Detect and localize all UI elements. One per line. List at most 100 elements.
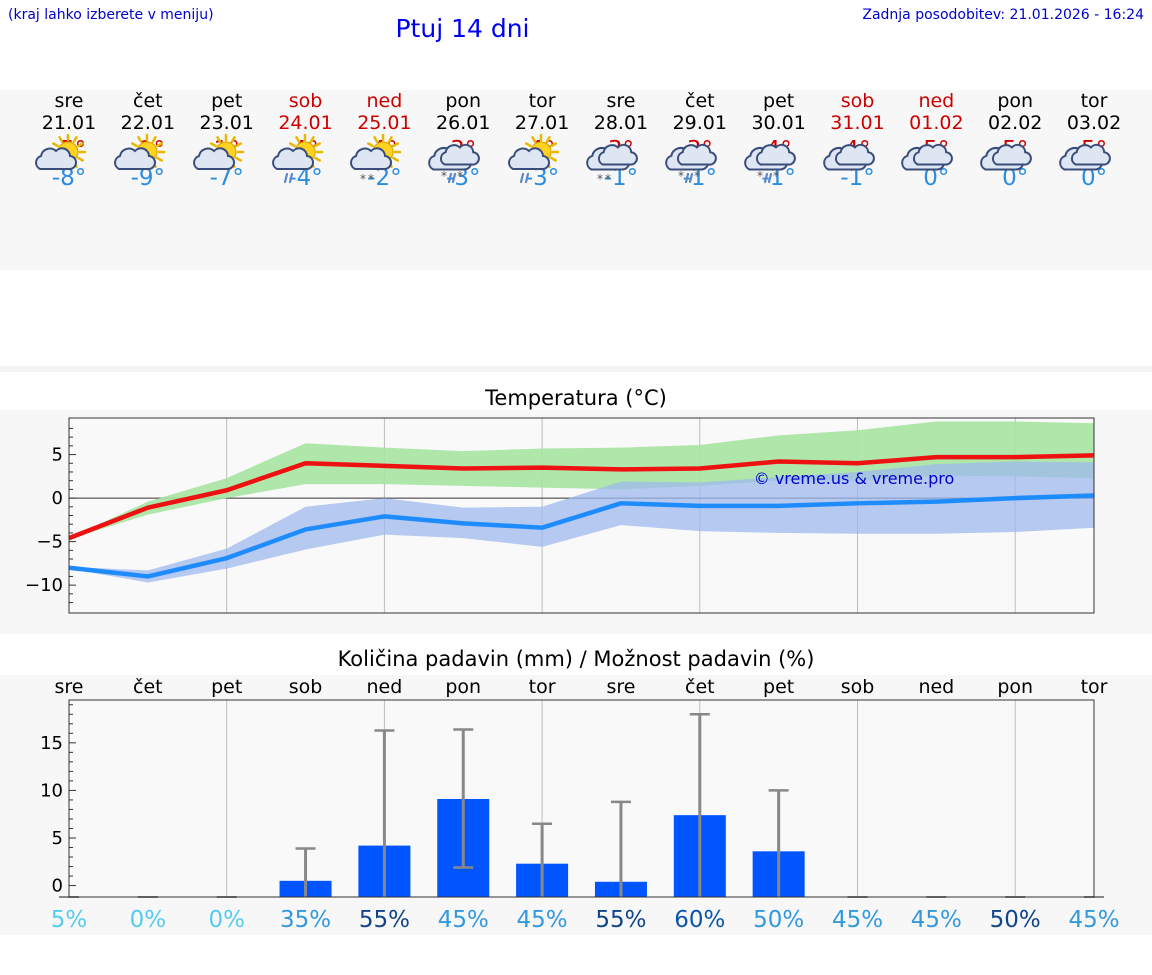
precipitation-probability: 45% — [438, 907, 489, 933]
sun-cloud-rain-icon — [271, 133, 323, 184]
svg-text:*: * — [694, 169, 700, 183]
sun-cloud-icon — [192, 133, 244, 171]
min-temperature-band — [69, 461, 1095, 583]
day-name: sob — [840, 90, 875, 112]
precipitation-probability: 60% — [674, 907, 725, 933]
category-label: pon — [445, 676, 481, 698]
y-tick-label: 15 — [40, 733, 63, 754]
precipitation-probability: 45% — [1068, 907, 1119, 933]
day-date: 30.01 — [751, 112, 806, 134]
cloud-sleet-icon: * * — [664, 143, 717, 184]
day-name: čet — [133, 90, 163, 112]
category-label: ned — [367, 676, 403, 698]
day-date: 27.01 — [514, 112, 570, 134]
day-name: tor — [528, 90, 556, 112]
y-tick-label: 0 — [52, 876, 63, 897]
category-label: sre — [55, 676, 84, 698]
cloud-icon — [1059, 143, 1111, 171]
category-label: ned — [918, 676, 954, 698]
cloud-icon — [822, 143, 875, 171]
y-tick-label: 10 — [40, 780, 63, 801]
day-date: 26.01 — [436, 112, 491, 134]
svg-text:*: * — [597, 172, 603, 186]
precipitation-probability: 45% — [911, 907, 962, 933]
svg-text:*: * — [441, 169, 447, 183]
plot-area — [69, 700, 1094, 897]
day-name: čet — [685, 90, 715, 112]
day-date: 31.01 — [830, 112, 885, 134]
category-label: sre — [606, 676, 635, 698]
y-tick-label: 5 — [52, 445, 63, 466]
temperature-chart-title: Temperatura (°C) — [485, 386, 667, 410]
sun-cloud-rain-icon — [508, 133, 560, 184]
precipitation-probability: 55% — [595, 907, 646, 933]
precipitation-probability: 5% — [51, 907, 88, 933]
day-date: 25.01 — [357, 112, 412, 134]
category-label: čet — [685, 676, 715, 698]
category-label: pon — [997, 676, 1033, 698]
svg-text:*: * — [605, 172, 611, 186]
day-date: 23.01 — [199, 112, 254, 134]
svg-text:*: * — [757, 169, 763, 183]
day-date: 01.02 — [909, 112, 964, 134]
category-label: pet — [211, 676, 242, 698]
svg-text:*: * — [773, 169, 779, 183]
day-name: sob — [288, 90, 323, 112]
category-label: sob — [841, 676, 875, 698]
svg-text:*: * — [457, 169, 463, 183]
page-title: Ptuj 14 dni — [395, 14, 530, 43]
category-label: sob — [289, 676, 323, 698]
day-name: sre — [54, 90, 84, 112]
day-date: 24.01 — [278, 112, 333, 134]
sun-cloud-icon — [113, 133, 166, 171]
y-tick-label: 5 — [52, 828, 63, 849]
sun-cloud-icon — [35, 133, 87, 171]
min-temperature-line — [68, 493, 1095, 579]
day-name: sre — [606, 90, 636, 112]
day-name: ned — [918, 90, 955, 112]
precipitation-probability: 0% — [130, 907, 167, 933]
category-label: pet — [763, 676, 794, 698]
category-label: tor — [529, 676, 556, 698]
precipitation-probability: 0% — [208, 907, 245, 933]
cloud-sleet-icon: * * — [743, 143, 796, 184]
day-date: 29.01 — [672, 112, 727, 134]
precipitation-probability: 45% — [517, 907, 568, 933]
precipitation-probability: 45% — [832, 907, 883, 933]
cloud-icon — [901, 143, 954, 171]
svg-text:*: * — [360, 172, 366, 186]
day-date: 28.01 — [593, 112, 649, 134]
precipitation-chart-title: Količina padavin (mm) / Možnost padavin … — [337, 647, 815, 671]
cloud-icon — [980, 143, 1033, 171]
location-note: (kraj lahko izberete v meniju) — [8, 7, 214, 23]
max-temperature-band — [69, 421, 1095, 540]
svg-text:*: * — [678, 169, 684, 183]
day-name: tor — [1080, 90, 1108, 112]
day-name: pet — [763, 90, 795, 112]
sun-cloud-snow-icon: * * — [350, 133, 402, 186]
y-tick-label: 0 — [52, 488, 63, 509]
y-tick-label: −10 — [25, 575, 63, 596]
temperature-chart: 5 0 −5 −10 © vreme.us & vreme.pro — [25, 417, 1095, 614]
category-label: čet — [133, 676, 163, 698]
category-label: tor — [1081, 676, 1108, 698]
spacer-band — [0, 366, 1152, 372]
day-date: 22.01 — [120, 112, 176, 134]
precipitation-probability: 55% — [359, 907, 410, 933]
y-tick-label: −5 — [36, 532, 63, 553]
svg-text:*: * — [368, 172, 374, 186]
watermark: © vreme.us & vreme.pro — [754, 469, 955, 488]
